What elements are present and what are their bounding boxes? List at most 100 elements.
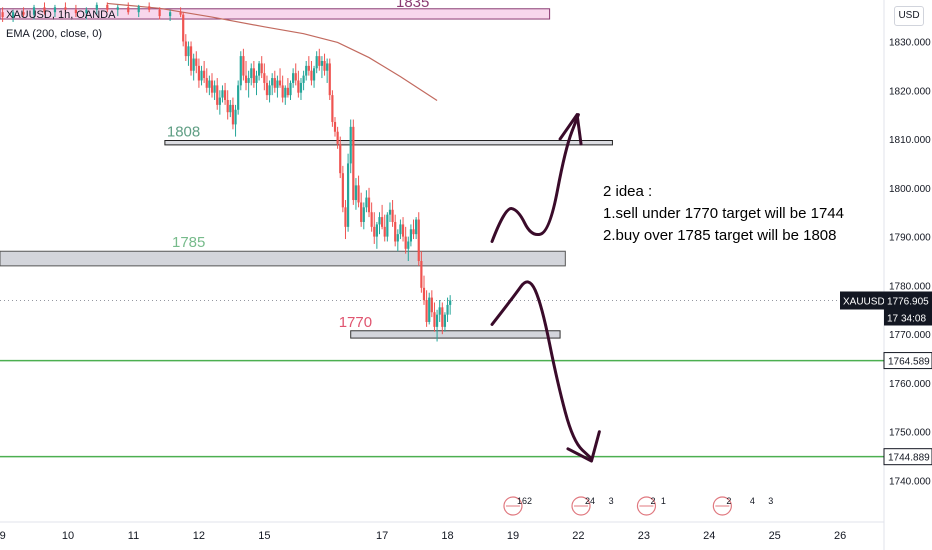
candle-body [383, 226, 386, 237]
candle-body [315, 56, 318, 69]
candle-body [268, 85, 271, 96]
idea-note-buy: 2.buy over 1785 target will be 1808 [603, 227, 837, 244]
candle-body [396, 234, 399, 242]
economic-event-count: 4 [750, 496, 755, 506]
y-tick-label: 1750.000 [889, 428, 931, 439]
candle-body [346, 163, 350, 227]
candle-body [203, 70, 206, 79]
candle-body [234, 109, 237, 125]
candle-body [250, 68, 253, 79]
candle-body [297, 80, 300, 93]
y-tick-label: 1780.000 [889, 281, 931, 292]
candle-body [305, 65, 308, 76]
ema-legend[interactable]: EMA (200, close, 0) [6, 28, 102, 40]
candle-body [278, 80, 282, 86]
candle-body [53, 7, 57, 13]
candle-body [239, 56, 242, 86]
level-price-tag-label: 1744.889 [888, 453, 930, 464]
candle-body [148, 6, 151, 10]
candle-body [294, 73, 297, 81]
candle-body [425, 300, 428, 322]
candle-body [318, 56, 321, 66]
candle-body [352, 126, 355, 201]
candle-body [401, 224, 405, 237]
candle-body [399, 224, 402, 235]
candle-body [179, 12, 182, 15]
y-tick-label: 1770.000 [889, 330, 931, 341]
zone-label-1785: 1785 [172, 234, 205, 251]
y-tick-label: 1740.000 [889, 477, 931, 488]
candle-body [184, 41, 187, 57]
x-tick-label: 15 [258, 530, 270, 542]
y-tick-label: 1790.000 [889, 233, 931, 244]
candle-body [11, 12, 15, 18]
bearish-path-arrow-head [566, 430, 601, 463]
candle-body [422, 287, 426, 301]
candle-body [258, 63, 261, 76]
bullish-path-arrow-head [558, 113, 583, 146]
candle-body [320, 60, 324, 66]
candle-body [307, 65, 310, 71]
candle-body [195, 58, 198, 66]
candle-body [420, 261, 423, 288]
candle-body [192, 58, 195, 71]
level-price-tag-label: 1764.589 [888, 357, 930, 368]
y-tick-label: 1800.000 [889, 184, 931, 195]
candle-body [354, 185, 358, 201]
symbol-legend[interactable]: XAUUSD, 1h, OANDA [6, 9, 116, 21]
economic-event-count: 3 [609, 496, 614, 506]
x-tick-label: 10 [62, 530, 74, 542]
candle-body [205, 78, 208, 88]
economic-event-count: 2 [650, 496, 655, 506]
candle-body [386, 214, 389, 237]
candle-body [312, 68, 316, 81]
candle-body [344, 207, 347, 227]
x-tick-label: 23 [638, 530, 650, 542]
countdown-label: 34:08 [901, 313, 926, 324]
candle-body [95, 4, 98, 10]
candle-body [328, 63, 331, 96]
candle-body [443, 314, 447, 327]
candle-body [433, 312, 436, 327]
zone-label-1770: 1770 [339, 314, 372, 331]
bullish-path-arrow [490, 113, 580, 243]
candle-body [229, 104, 232, 113]
candle-body [449, 300, 452, 305]
candle-body [244, 75, 248, 83]
x-tick-label: 18 [441, 530, 453, 542]
candle-body [237, 85, 240, 110]
candle-body [252, 68, 255, 83]
candle-body [360, 202, 363, 222]
bearish-path-arrow [490, 280, 593, 461]
candle-body [74, 9, 77, 14]
candle-body [218, 97, 221, 105]
current-price-tag [884, 291, 932, 310]
x-tick-label: 26 [834, 530, 846, 542]
candle-body [197, 65, 201, 81]
zone-rect-1785 [0, 250, 566, 267]
candle-body [221, 90, 224, 98]
candle-body [292, 73, 295, 83]
x-tick-label: 17 [376, 530, 388, 542]
candle-body [210, 80, 214, 93]
economic-event-count: 2 [726, 496, 731, 506]
candle-body [255, 75, 258, 83]
x-tick-label: 9 [0, 530, 6, 542]
candle-body [1, 12, 4, 18]
price-axis-bg [884, 0, 932, 550]
idea-note-sell: 1.sell under 1770 target will be 1744 [603, 205, 844, 222]
y-tick-label: 1810.000 [889, 135, 931, 146]
candle-body [182, 14, 185, 42]
candle-body [208, 80, 211, 88]
candle-body [373, 226, 376, 237]
zone-label-1835: 1835 [396, 0, 429, 11]
candle-body [428, 297, 431, 322]
candle-body [43, 7, 46, 13]
candle-body [169, 12, 172, 17]
candle-body [276, 80, 279, 88]
candle-body [339, 143, 342, 174]
currency-button[interactable]: USD [894, 6, 924, 26]
candle-body [407, 241, 410, 249]
